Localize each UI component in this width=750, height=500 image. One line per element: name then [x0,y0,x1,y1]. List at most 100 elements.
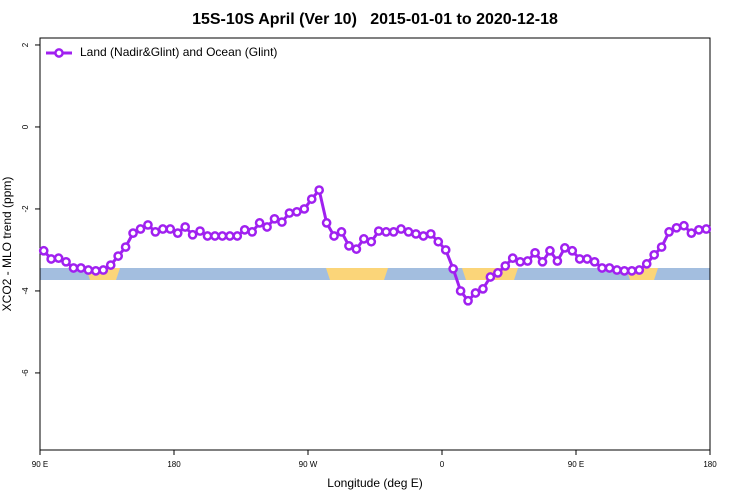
data-point [671,222,682,233]
data-point [217,231,228,241]
data-point [269,213,280,224]
data-point [634,265,645,275]
data-point [478,284,488,294]
y-tick-label: 2 [21,42,30,47]
x-tick-label: 90 E [568,460,584,469]
data-point [656,242,667,252]
data-point [396,224,406,234]
y-tick-label: -6 [21,369,30,377]
data-point [612,265,622,275]
data-point [187,229,198,240]
data-point [604,263,615,273]
data-point [180,222,191,232]
data-point [239,225,250,235]
data-point [515,256,526,267]
data-point [500,261,511,271]
x-tick-label: 90 W [299,460,318,469]
data-point [418,231,429,241]
data-point [567,245,578,256]
data-point [507,253,518,263]
data-point [574,254,585,264]
data-point [552,256,563,266]
data-point [388,227,399,237]
data-point [649,250,660,260]
data-point [641,259,652,269]
data-point [98,265,109,275]
data-point [284,208,295,218]
data-point [530,247,540,258]
data-point [433,236,444,247]
data-point [626,266,637,276]
x-tick-label: 180 [703,460,717,469]
data-point [105,260,116,270]
legend-marker [54,48,64,58]
x-axis-label: Longitude (deg E) [327,476,422,490]
data-point [403,227,414,237]
data-point [693,225,704,235]
data-point [492,268,503,278]
data-point [53,253,64,263]
data-point [559,243,570,253]
data-point [701,224,712,234]
x-tick-label: 90 E [32,460,48,469]
data-point [485,272,496,282]
data-point [344,240,354,251]
data-point [455,286,466,296]
data-point [686,228,697,238]
data-point [232,231,243,241]
data-point [83,265,94,275]
data-point [522,256,533,266]
x-tick-label: 180 [167,460,181,469]
y-tick-label: -2 [21,205,30,213]
data-point [277,217,287,227]
data-point [545,245,555,256]
data-point [366,236,377,247]
data-point [537,256,548,267]
data-point [314,185,325,195]
data-point [202,231,213,241]
series-line [42,186,707,304]
y-tick-label: 0 [21,124,30,129]
data-point [619,266,630,276]
data-point [291,206,302,217]
data-point [46,254,57,264]
data-point [448,263,459,274]
y-axis-label: XCO2 - MLO trend (ppm) [0,177,14,312]
data-point [165,224,176,234]
data-point [254,218,265,228]
data-point [262,222,272,232]
plot-frame [39,37,711,451]
data-point [306,194,317,204]
data-point [470,288,481,298]
data-point [329,231,339,241]
data-point [589,256,600,267]
data-point [68,263,79,273]
data-point [143,220,153,230]
data-point [38,245,49,256]
x-tick-label: 0 [440,460,445,469]
data-point [128,228,138,238]
data-point [597,263,607,273]
data-point [299,204,310,214]
data-point [150,227,161,237]
data-point [76,263,86,273]
data-point [679,220,689,231]
y-tick-label: -4 [21,287,30,295]
data-point [157,224,168,234]
data-point [172,228,183,238]
data-point [373,226,384,236]
chart-title: 15S-10S April (Ver 10) 2015-01-01 to 202… [192,11,558,28]
data-point [247,227,258,237]
data-point [351,244,362,254]
legend-label: Land (Nadir&Glint) and Ocean (Glint) [80,45,277,59]
data-point [664,227,674,237]
data-point [381,227,392,237]
data-point [224,231,235,241]
data-point [336,227,347,237]
data-point [210,231,220,241]
data-point [195,226,205,236]
data-point [135,224,146,234]
data-point [120,242,131,252]
data-point [425,229,436,239]
